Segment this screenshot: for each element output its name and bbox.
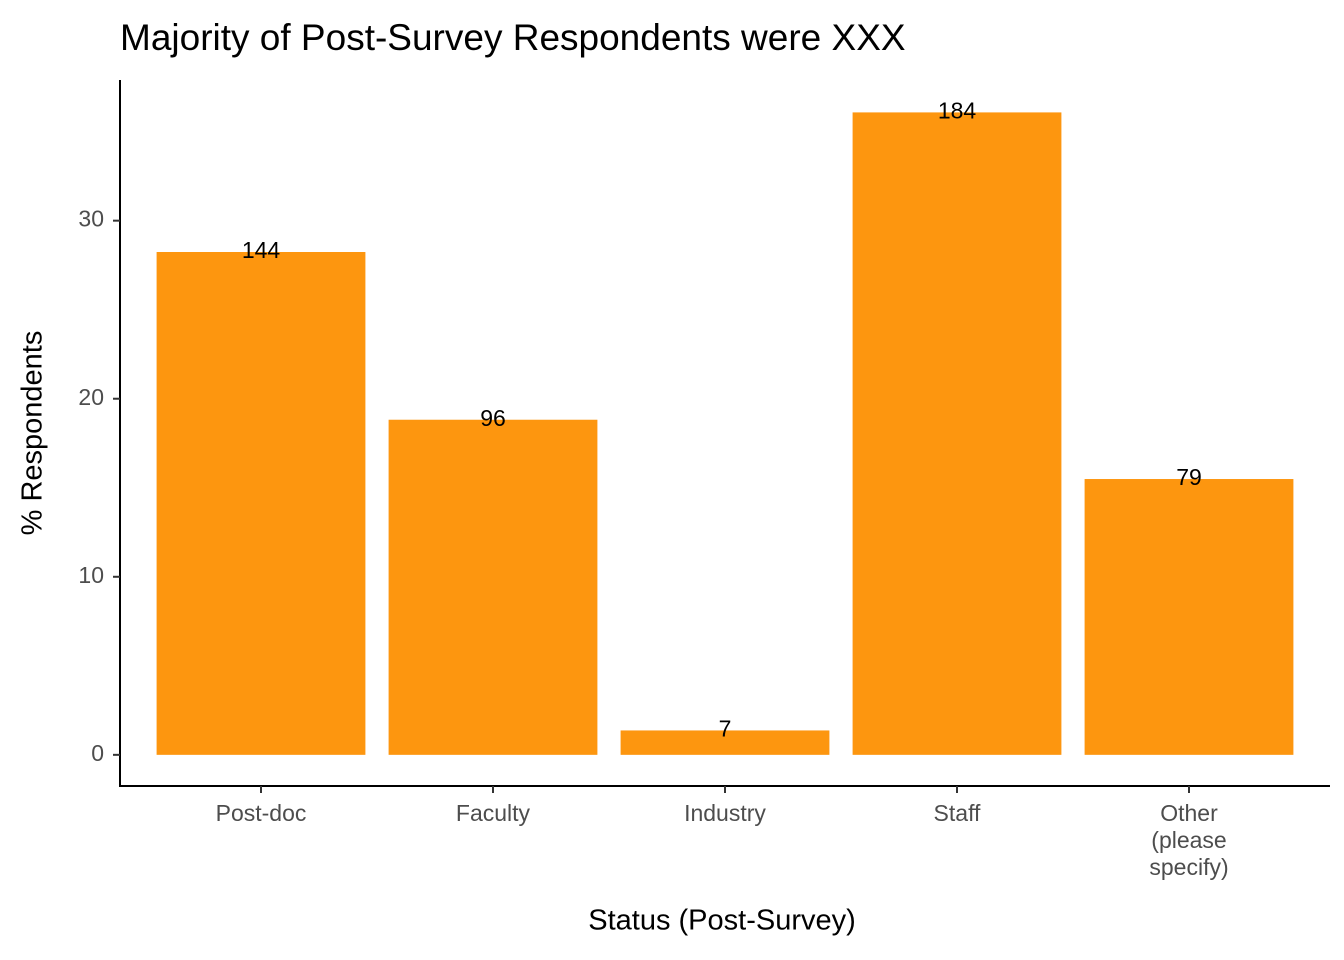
x-tick-label: Industry <box>684 800 766 826</box>
y-tick-label: 0 <box>91 740 104 766</box>
y-tick-label: 10 <box>78 562 104 588</box>
bar <box>852 112 1062 755</box>
x-axis-title: Status (Post-Survey) <box>588 905 856 937</box>
bar <box>1084 479 1294 755</box>
x-tick-label: Faculty <box>456 800 531 826</box>
data-label: 184 <box>938 97 977 123</box>
x-tick-label: Staff <box>934 800 981 826</box>
y-axis-title: % Respondents <box>17 331 49 536</box>
chart-title: Majority of Post-Survey Respondents were… <box>120 17 906 58</box>
y-tick-label: 30 <box>78 206 104 232</box>
bar <box>388 419 598 755</box>
x-tick-label: Post-doc <box>216 800 307 826</box>
data-label: 79 <box>1176 464 1202 490</box>
data-label: 7 <box>719 716 732 742</box>
x-tick-label: Other (please specify) <box>1149 800 1228 880</box>
data-label: 144 <box>242 237 281 263</box>
data-label: 96 <box>480 405 506 431</box>
y-tick-label: 20 <box>78 384 104 410</box>
bar <box>620 730 830 755</box>
bar <box>156 252 366 755</box>
